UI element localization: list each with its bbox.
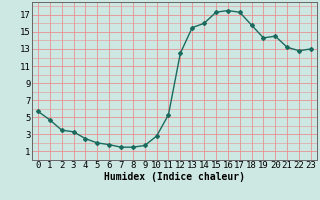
X-axis label: Humidex (Indice chaleur): Humidex (Indice chaleur) (104, 172, 245, 182)
